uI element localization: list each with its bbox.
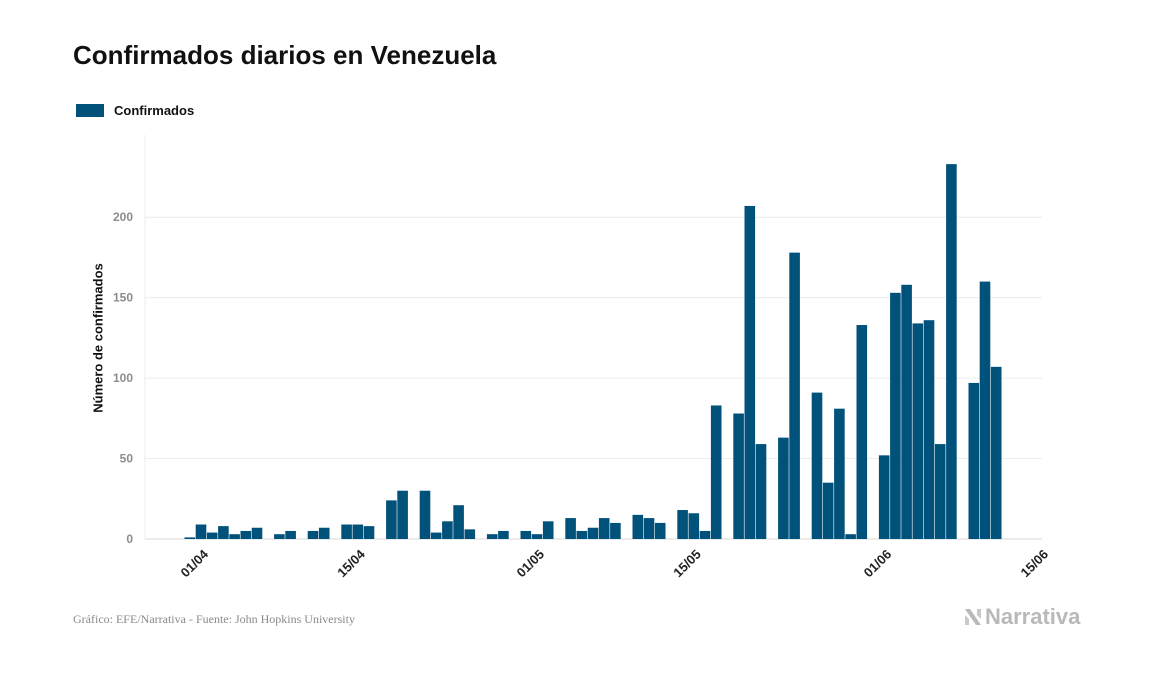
bar [195,524,207,539]
bar [341,524,352,539]
bar [878,455,890,539]
bar [688,513,700,539]
y-tick-label: 50 [120,452,134,466]
legend-label: Confirmados [114,103,195,118]
bar [453,505,464,539]
bar [352,524,364,539]
bar [520,530,532,539]
bar [834,408,845,539]
bar [789,252,800,539]
bar [318,527,330,539]
bars [184,164,1002,540]
y-tick-label: 0 [126,532,133,546]
bar [274,534,285,539]
y-tick-label: 100 [113,371,133,385]
x-tick-label: 15/05 [670,547,704,581]
brand-name: Narrativa [985,604,1081,629]
bar [442,521,453,539]
bar [386,500,397,539]
bar [285,530,296,539]
bar [923,320,935,539]
bar [699,530,711,539]
bar [710,405,722,539]
bar [184,537,196,539]
brand-logo: Narrativa [963,604,1080,630]
bar [486,534,498,539]
bar [654,522,666,539]
bar [968,382,980,539]
bar [307,530,319,539]
bar [498,530,509,539]
bar [912,323,924,539]
bar [733,413,744,539]
narrativa-logo-icon [965,609,981,625]
y-tick-label: 200 [113,210,133,224]
bar [587,527,599,539]
bar [251,527,263,539]
x-tick-label: 01/05 [514,547,548,581]
bar [430,532,442,539]
bar [778,437,789,539]
bar [979,281,991,539]
chart-title: Confirmados diarios en Venezuela [73,40,497,70]
bar [598,518,610,539]
bar [755,444,767,539]
bar [643,518,655,539]
legend: Confirmados [76,103,194,118]
bar [531,534,543,539]
x-tick-label: 15/06 [1018,547,1052,581]
x-tick-labels: 01/04 15/04 01/05 15/05 01/06 15/06 [178,546,1052,580]
bar [856,325,868,539]
bar [218,526,229,539]
bar [229,534,240,539]
bar [901,284,912,539]
bar [890,292,901,539]
bar [576,530,588,539]
bar [464,529,476,539]
bar [632,514,644,539]
bar [206,532,218,539]
bar [845,534,856,539]
bar [610,522,621,539]
bar [363,526,375,539]
y-tick-labels: 0 50 100 150 200 [113,210,133,546]
bar [677,510,688,539]
x-tick-label: 15/04 [334,546,368,580]
bar [822,482,834,539]
bar [419,490,431,539]
bar [542,521,554,539]
bar [397,490,408,539]
x-tick-label: 01/06 [861,547,895,581]
bar [990,366,1002,539]
bar [240,530,252,539]
source-note: Gráfico: EFE/Narrativa - Fuente: John Ho… [73,612,355,626]
bar [934,444,946,539]
bar [565,518,576,539]
bar [946,164,957,540]
bar [744,205,756,539]
y-tick-label: 150 [113,291,133,305]
legend-swatch [76,104,104,117]
bar [811,392,823,539]
x-tick-label: 01/04 [178,546,212,580]
